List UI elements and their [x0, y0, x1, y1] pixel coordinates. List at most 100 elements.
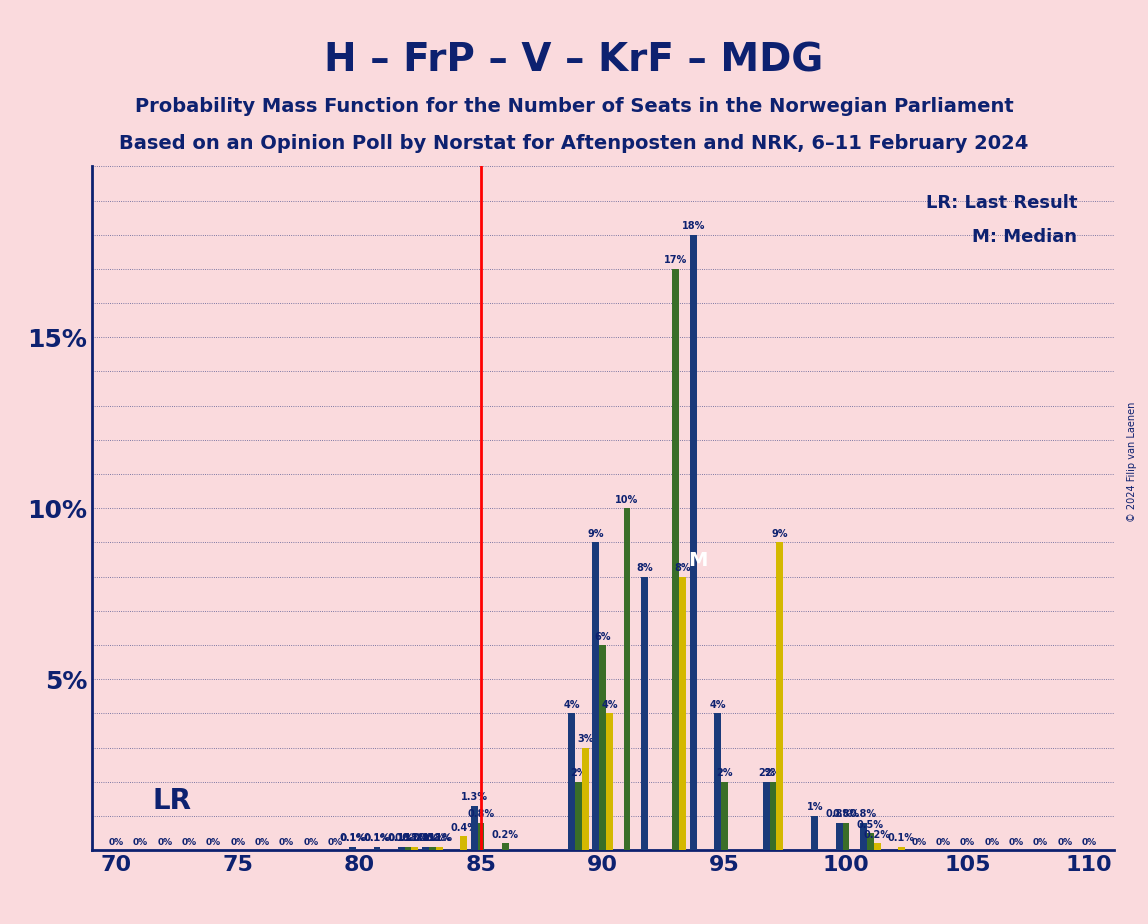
Text: 0.1%: 0.1%	[427, 834, 451, 844]
Bar	[680, 577, 685, 850]
Text: 0.1%: 0.1%	[340, 834, 365, 844]
Text: 4%: 4%	[709, 699, 726, 710]
Text: 0.1%: 0.1%	[413, 834, 439, 844]
Text: 0.8%: 0.8%	[467, 809, 495, 820]
Bar	[502, 844, 509, 850]
Text: 0%: 0%	[1009, 838, 1024, 846]
Text: 0.1%: 0.1%	[426, 833, 452, 844]
Bar	[575, 782, 582, 850]
Bar	[471, 806, 478, 850]
Text: 1%: 1%	[807, 802, 823, 812]
Bar	[762, 782, 769, 850]
Text: 0.1%: 0.1%	[339, 833, 366, 844]
Bar	[898, 846, 905, 850]
Bar	[836, 822, 843, 850]
Text: LR: LR	[153, 786, 192, 815]
Text: 17%: 17%	[664, 255, 688, 265]
Text: 2%: 2%	[716, 768, 732, 778]
Text: © 2024 Filip van Laenen: © 2024 Filip van Laenen	[1126, 402, 1137, 522]
Text: M: M	[688, 551, 707, 570]
Text: 0%: 0%	[984, 838, 1000, 846]
Text: LR: Last Result: LR: Last Result	[925, 194, 1077, 212]
Bar	[411, 846, 418, 850]
Bar	[422, 846, 429, 850]
Text: 0%: 0%	[912, 838, 926, 846]
Text: 0%: 0%	[133, 838, 148, 846]
Text: Probability Mass Function for the Number of Seats in the Norwegian Parliament: Probability Mass Function for the Number…	[134, 97, 1014, 116]
Text: 0%: 0%	[1081, 838, 1096, 846]
Text: 0.1%: 0.1%	[402, 833, 428, 844]
Text: H – FrP – V – KrF – MDG: H – FrP – V – KrF – MDG	[325, 42, 823, 79]
Text: 8%: 8%	[674, 563, 691, 573]
Text: 0%: 0%	[109, 838, 124, 846]
Text: 0.1%: 0.1%	[389, 834, 413, 844]
Text: 9%: 9%	[771, 529, 788, 539]
Bar	[867, 833, 874, 850]
Bar	[568, 713, 575, 850]
Bar	[690, 235, 697, 850]
Text: 0%: 0%	[157, 838, 172, 846]
Text: 1.3%: 1.3%	[460, 792, 488, 802]
Text: 0%: 0%	[303, 838, 318, 846]
Text: 3%: 3%	[577, 734, 594, 744]
Bar	[478, 822, 484, 850]
Text: 0.1%: 0.1%	[412, 833, 439, 844]
Bar	[673, 269, 680, 850]
Text: 0.1%: 0.1%	[365, 834, 389, 844]
Bar	[874, 844, 881, 850]
Text: 2%: 2%	[571, 768, 587, 778]
Text: 0%: 0%	[1057, 838, 1072, 846]
Bar	[714, 713, 721, 850]
Bar	[623, 508, 630, 850]
Text: 0%: 0%	[936, 838, 951, 846]
Text: 0.1%: 0.1%	[388, 833, 414, 844]
Bar	[599, 645, 606, 850]
Text: 9%: 9%	[588, 529, 604, 539]
Bar	[582, 748, 589, 850]
Text: 0.1%: 0.1%	[887, 833, 915, 844]
Text: 0%: 0%	[279, 838, 294, 846]
Bar	[843, 822, 850, 850]
Text: 0.4%: 0.4%	[450, 823, 478, 833]
Text: 10%: 10%	[615, 494, 638, 505]
Text: 4%: 4%	[602, 699, 618, 710]
Text: M: Median: M: Median	[972, 228, 1077, 246]
Bar	[349, 846, 356, 850]
Text: 0.2%: 0.2%	[863, 830, 891, 840]
Text: 0.1%: 0.1%	[403, 834, 427, 844]
Bar	[721, 782, 728, 850]
Text: 18%: 18%	[682, 221, 705, 231]
Text: 0.1%: 0.1%	[364, 833, 390, 844]
Text: 6%: 6%	[595, 631, 611, 641]
Text: 0.1%: 0.1%	[395, 833, 421, 844]
Bar	[606, 713, 613, 850]
Bar	[592, 542, 599, 850]
Bar	[429, 846, 436, 850]
Bar	[812, 816, 819, 850]
Text: 0%: 0%	[327, 838, 342, 846]
Text: 0%: 0%	[1033, 838, 1048, 846]
Bar	[860, 822, 867, 850]
Text: 0.8%: 0.8%	[832, 809, 860, 820]
Text: 0%: 0%	[255, 838, 270, 846]
Text: 0.8%: 0.8%	[825, 809, 853, 820]
Bar	[769, 782, 776, 850]
Text: Based on an Opinion Poll by Norstat for Aftenposten and NRK, 6–11 February 2024: Based on an Opinion Poll by Norstat for …	[119, 134, 1029, 153]
Text: 2%: 2%	[765, 768, 782, 778]
Text: 0%: 0%	[231, 838, 246, 846]
Text: 0.8%: 0.8%	[850, 809, 877, 820]
Text: 2%: 2%	[758, 768, 775, 778]
Bar	[776, 542, 783, 850]
Text: 0.2%: 0.2%	[491, 830, 519, 840]
Bar	[398, 846, 405, 850]
Text: 0%: 0%	[960, 838, 975, 846]
Bar	[436, 846, 443, 850]
Bar	[373, 846, 380, 850]
Bar	[405, 846, 411, 850]
Text: 0%: 0%	[205, 838, 222, 846]
Text: 8%: 8%	[636, 563, 653, 573]
Text: 4%: 4%	[564, 699, 580, 710]
Bar	[641, 577, 647, 850]
Text: 0.5%: 0.5%	[856, 820, 884, 830]
Text: 0%: 0%	[181, 838, 196, 846]
